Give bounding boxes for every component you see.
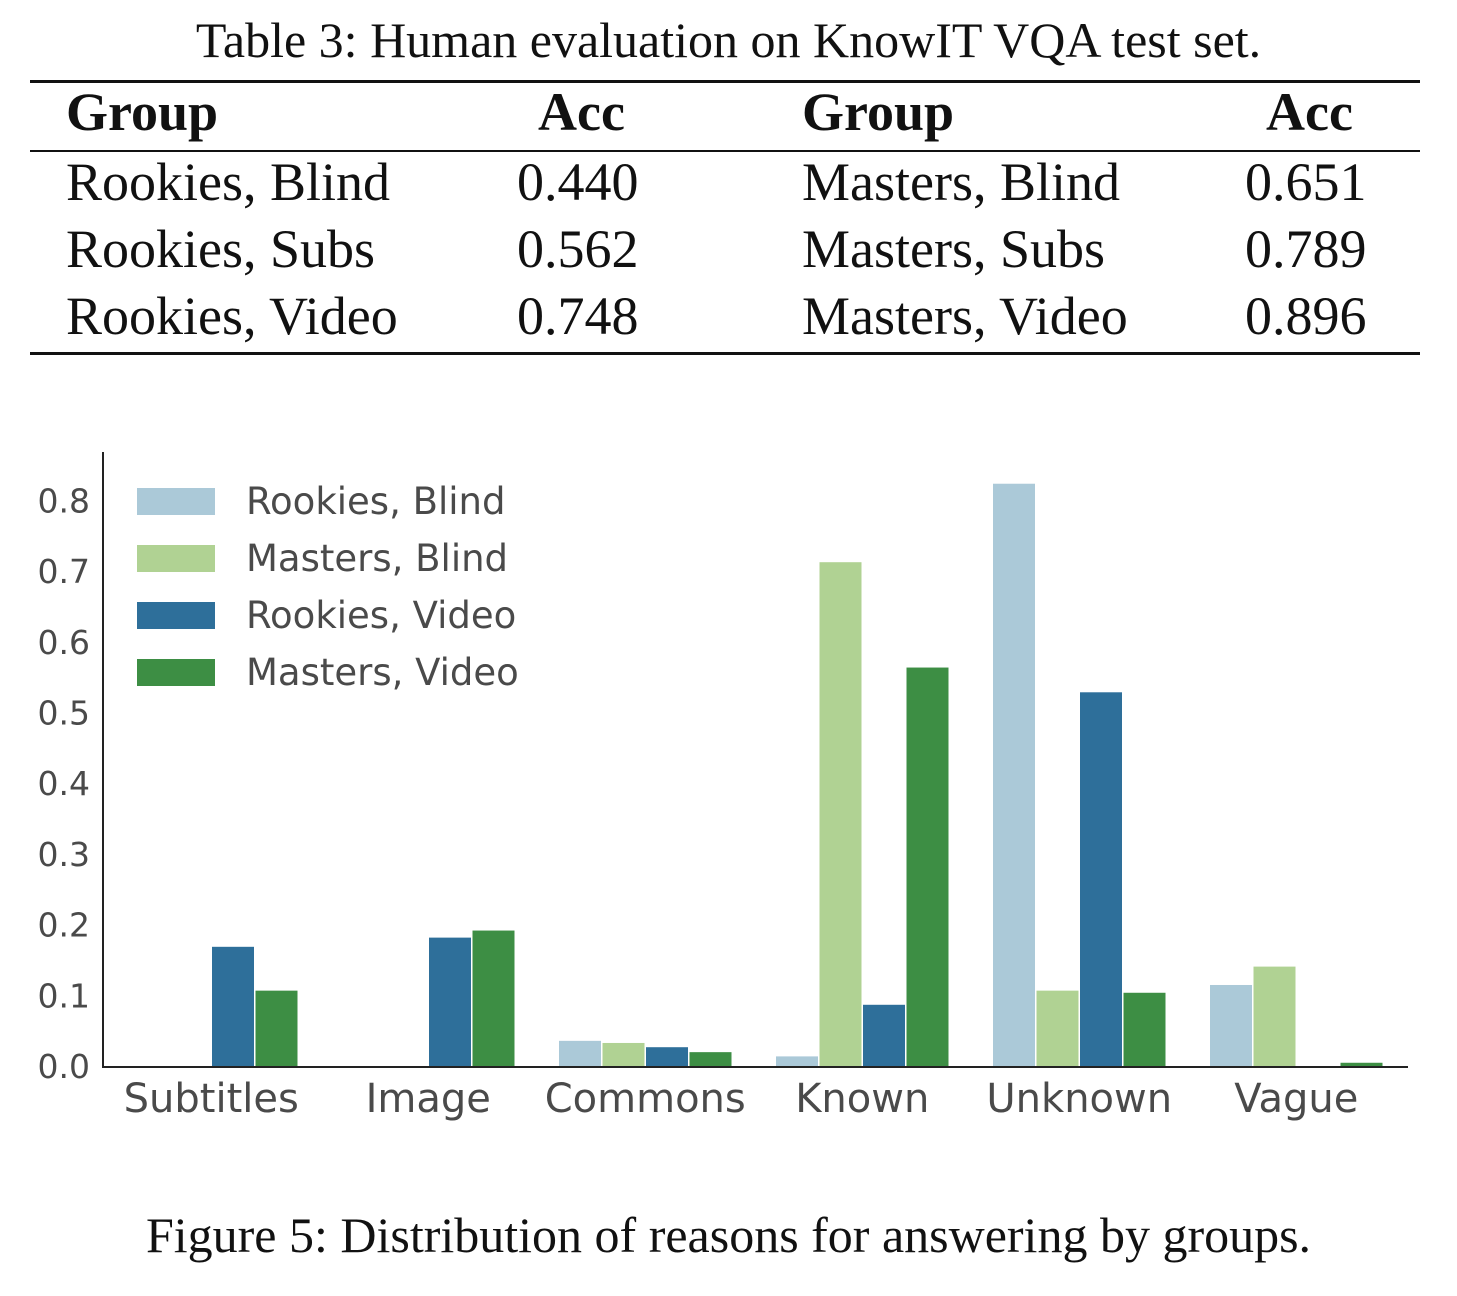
legend-swatch — [137, 659, 215, 686]
bar — [646, 1047, 688, 1067]
bars-layer — [212, 483, 1383, 1068]
legend-label: Rookies, Blind — [246, 480, 505, 523]
x-tick-label: Subtitles — [124, 1076, 299, 1122]
table-cell: Rookies, Video — [66, 286, 398, 346]
y-tick-label: 0.3 — [38, 835, 90, 874]
table-cell: Masters, Video — [802, 286, 1128, 346]
table-cell: Rookies, Blind — [66, 152, 391, 212]
bar — [1253, 966, 1296, 1067]
x-tick-label: Commons — [545, 1076, 746, 1122]
x-tick-label: Image — [366, 1076, 491, 1122]
y-tick-label: 0.2 — [38, 906, 90, 945]
axes-layer: Subtitles Image Commons Known Unknown Vague 0.… — [38, 452, 1408, 1122]
bar — [429, 937, 471, 1067]
bar — [1123, 992, 1166, 1067]
table-cell: 0.789 — [1245, 219, 1367, 279]
bar — [1036, 990, 1079, 1067]
bar — [993, 483, 1035, 1068]
y-tick-label: 0.5 — [38, 694, 90, 733]
y-tick-label: 0.1 — [38, 976, 90, 1015]
legend-label: Rookies, Video — [246, 594, 516, 637]
table-cell: 0.562 — [517, 219, 639, 279]
legend-swatch — [137, 602, 215, 629]
bar — [212, 946, 254, 1067]
table-cell: Rookies, Subs — [66, 219, 376, 279]
header-group-right: Group — [802, 82, 955, 142]
y-tick-label: 0.0 — [38, 1047, 90, 1086]
table-cell: 0.440 — [517, 152, 639, 212]
y-tick-label: 0.7 — [38, 552, 90, 591]
table-bottom-rule — [30, 352, 1420, 355]
table-cell: Masters, Subs — [802, 219, 1106, 279]
bar-chart: Subtitles Image Commons Known Unknown Vague 0.… — [38, 452, 1408, 1122]
legend: Rookies, Blind Masters, Blind Rookies, Vid… — [137, 480, 519, 694]
header-acc-right: Acc — [1266, 82, 1353, 142]
legend-label: Masters, Blind — [246, 537, 508, 580]
bar — [776, 1056, 818, 1067]
table-header-rule — [30, 150, 1420, 152]
y-tick-label: 0.6 — [38, 623, 90, 662]
legend-label: Masters, Video — [246, 651, 519, 694]
header-acc-left: Acc — [538, 82, 625, 142]
legend-swatch — [137, 545, 215, 572]
y-tick-label: 0.4 — [38, 764, 90, 803]
bar — [863, 1004, 905, 1067]
bar — [819, 562, 862, 1067]
table-caption: Table 3: Human evaluation on KnowIT VQA … — [195, 12, 1262, 68]
x-tick-label: Vague — [1234, 1076, 1358, 1122]
table-cell: 0.651 — [1245, 152, 1367, 212]
table-cell: 0.896 — [1245, 286, 1367, 346]
table-cell: 0.748 — [517, 286, 639, 346]
x-tick-label: Known — [795, 1076, 929, 1122]
bar — [1080, 692, 1122, 1067]
x-tick-label: Unknown — [986, 1076, 1172, 1122]
bar — [472, 930, 515, 1067]
table-cell: Masters, Blind — [802, 152, 1120, 212]
bar — [602, 1042, 645, 1067]
bar — [255, 990, 298, 1067]
table-top-rule — [30, 80, 1420, 83]
figure-caption: Figure 5: Distribution of reasons for an… — [145, 1207, 1312, 1263]
bar — [689, 1052, 732, 1067]
bar — [559, 1040, 601, 1067]
bar — [1340, 1062, 1383, 1067]
y-tick-label: 0.8 — [38, 481, 90, 520]
legend-swatch — [137, 488, 215, 515]
header-group-left: Group — [66, 82, 219, 142]
bar — [1210, 984, 1252, 1067]
bar — [906, 667, 949, 1067]
